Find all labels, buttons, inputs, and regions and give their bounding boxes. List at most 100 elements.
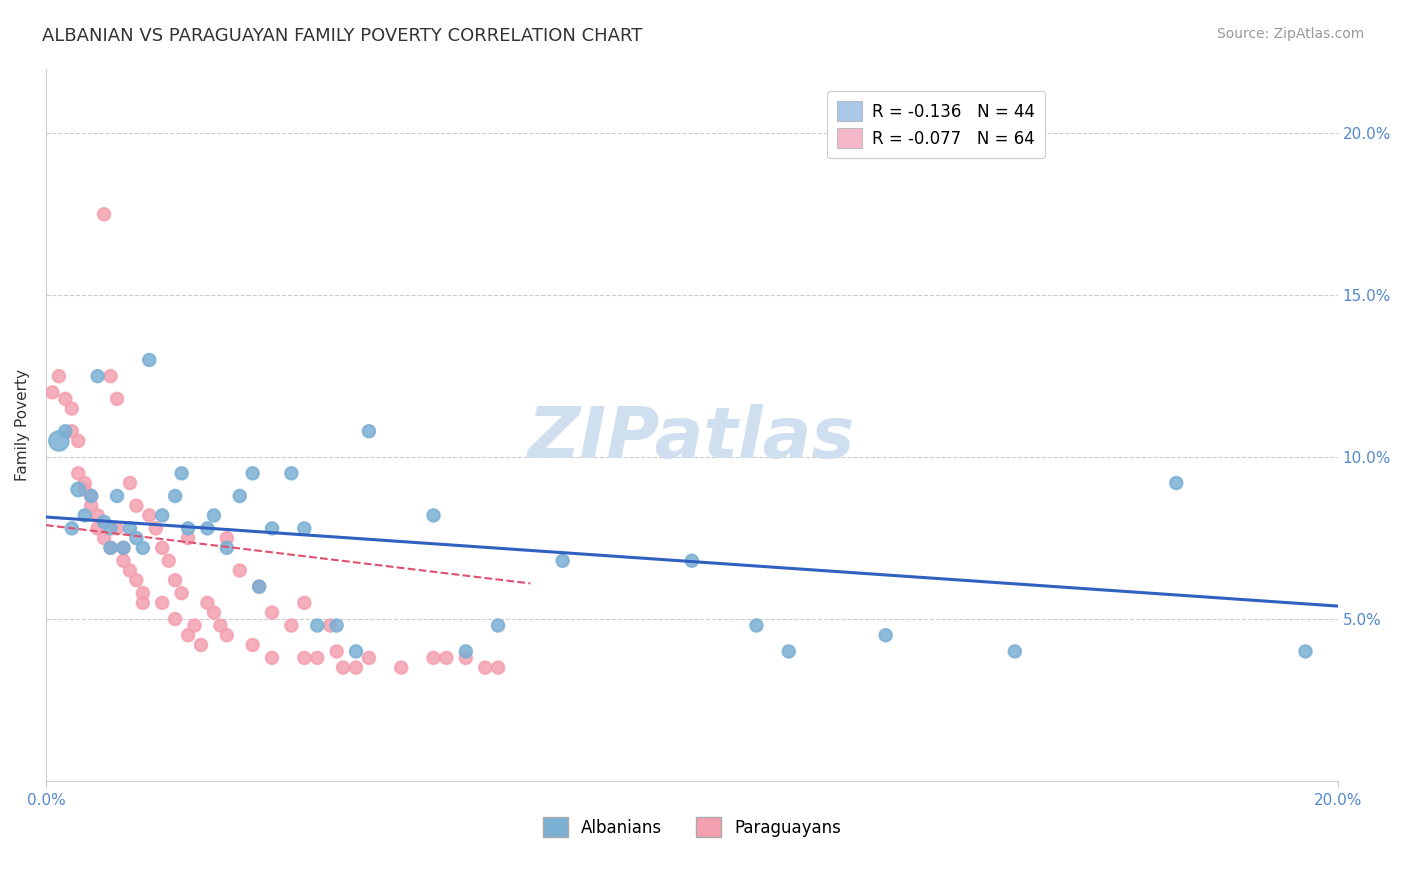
- Point: [112, 541, 135, 555]
- Point: [150, 596, 173, 610]
- Point: [215, 531, 238, 545]
- Point: [332, 660, 354, 674]
- Point: [229, 564, 252, 578]
- Point: [242, 638, 264, 652]
- Point: [100, 541, 122, 555]
- Point: [474, 660, 496, 674]
- Point: [1294, 644, 1316, 658]
- Point: [292, 651, 315, 665]
- Point: [197, 521, 219, 535]
- Point: [93, 531, 115, 545]
- Point: [67, 434, 90, 448]
- Point: [486, 660, 509, 674]
- Point: [197, 596, 219, 610]
- Point: [454, 651, 477, 665]
- Point: [93, 515, 115, 529]
- Point: [138, 353, 160, 368]
- Point: [260, 606, 283, 620]
- Point: [73, 483, 96, 497]
- Point: [100, 369, 122, 384]
- Point: [1004, 644, 1026, 658]
- Point: [53, 392, 76, 406]
- Point: [177, 521, 200, 535]
- Point: [86, 521, 108, 535]
- Y-axis label: Family Poverty: Family Poverty: [15, 368, 30, 481]
- Point: [247, 580, 270, 594]
- Point: [280, 618, 302, 632]
- Point: [681, 554, 703, 568]
- Point: [118, 476, 141, 491]
- Point: [86, 369, 108, 384]
- Point: [53, 424, 76, 438]
- Point: [436, 651, 458, 665]
- Point: [242, 467, 264, 481]
- Point: [157, 554, 180, 568]
- Point: [132, 586, 155, 600]
- Point: [60, 521, 83, 535]
- Point: [202, 606, 225, 620]
- Point: [215, 628, 238, 642]
- Point: [170, 467, 193, 481]
- Point: [177, 531, 200, 545]
- Point: [357, 651, 380, 665]
- Point: [100, 541, 122, 555]
- Text: Source: ZipAtlas.com: Source: ZipAtlas.com: [1216, 27, 1364, 41]
- Point: [422, 508, 444, 523]
- Point: [260, 651, 283, 665]
- Point: [745, 618, 768, 632]
- Point: [60, 424, 83, 438]
- Point: [177, 628, 200, 642]
- Point: [105, 521, 128, 535]
- Point: [551, 554, 574, 568]
- Point: [209, 618, 232, 632]
- Point: [48, 434, 70, 448]
- Point: [183, 618, 205, 632]
- Point: [125, 573, 148, 587]
- Point: [165, 612, 187, 626]
- Point: [486, 618, 509, 632]
- Point: [215, 541, 238, 555]
- Point: [307, 618, 329, 632]
- Point: [280, 467, 302, 481]
- Point: [875, 628, 897, 642]
- Point: [229, 489, 252, 503]
- Point: [389, 660, 412, 674]
- Point: [778, 644, 800, 658]
- Point: [112, 541, 135, 555]
- Point: [292, 521, 315, 535]
- Point: [150, 508, 173, 523]
- Point: [67, 467, 90, 481]
- Point: [325, 618, 347, 632]
- Point: [165, 573, 187, 587]
- Point: [73, 508, 96, 523]
- Point: [118, 564, 141, 578]
- Point: [247, 580, 270, 594]
- Point: [118, 521, 141, 535]
- Point: [48, 369, 70, 384]
- Point: [60, 401, 83, 416]
- Point: [165, 489, 187, 503]
- Point: [145, 521, 167, 535]
- Point: [292, 596, 315, 610]
- Text: ZIPatlas: ZIPatlas: [529, 404, 856, 474]
- Point: [132, 596, 155, 610]
- Point: [125, 531, 148, 545]
- Point: [80, 499, 103, 513]
- Point: [260, 521, 283, 535]
- Point: [1166, 476, 1188, 491]
- Point: [170, 586, 193, 600]
- Point: [325, 644, 347, 658]
- Point: [422, 651, 444, 665]
- Text: ALBANIAN VS PARAGUAYAN FAMILY POVERTY CORRELATION CHART: ALBANIAN VS PARAGUAYAN FAMILY POVERTY CO…: [42, 27, 643, 45]
- Point: [105, 489, 128, 503]
- Point: [67, 483, 90, 497]
- Point: [80, 489, 103, 503]
- Point: [138, 508, 160, 523]
- Point: [105, 392, 128, 406]
- Point: [93, 207, 115, 221]
- Point: [132, 541, 155, 555]
- Point: [319, 618, 342, 632]
- Point: [112, 554, 135, 568]
- Point: [100, 521, 122, 535]
- Point: [202, 508, 225, 523]
